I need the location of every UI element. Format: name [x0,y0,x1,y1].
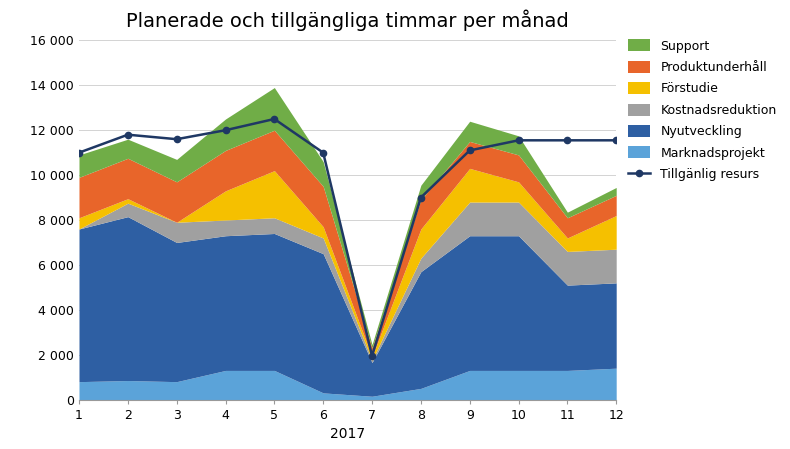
Tillgänlig resurs [514,137,523,143]
Tillgänlig resurs [611,137,621,143]
Tillgänlig resurs [172,136,182,142]
Tillgänlig resurs [123,132,133,137]
Tillgänlig resurs [562,137,572,143]
Line: Tillgänlig resurs: Tillgänlig resurs [76,116,619,359]
Tillgänlig resurs [220,128,230,133]
Tillgänlig resurs [416,195,426,200]
Tillgänlig resurs [465,148,475,153]
Tillgänlig resurs [318,150,328,155]
Tillgänlig resurs [269,116,279,122]
Tillgänlig resurs [74,150,84,155]
Tillgänlig resurs [367,353,377,358]
X-axis label: 2017: 2017 [330,427,365,441]
Title: Planerade och tillgängliga timmar per månad: Planerade och tillgängliga timmar per må… [126,9,569,31]
Legend: Support, Produktunderhåll, Förstudie, Kostnadsreduktion, Nyutveckling, Marknadsp: Support, Produktunderhåll, Förstudie, Ko… [628,40,777,181]
